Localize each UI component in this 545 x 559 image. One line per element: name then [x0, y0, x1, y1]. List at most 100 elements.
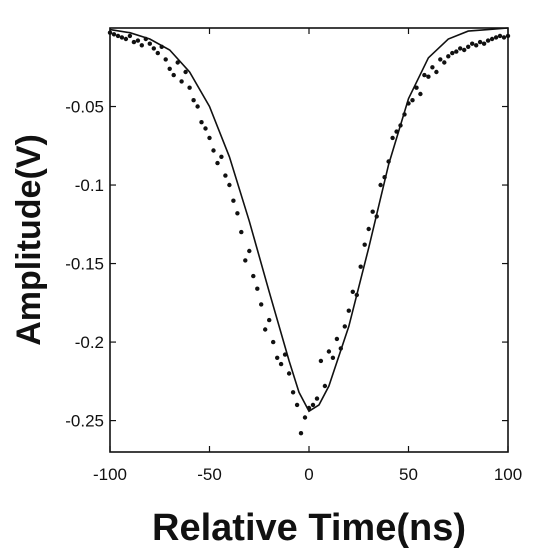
data-point	[227, 182, 232, 188]
x-tick-label: -100	[93, 465, 127, 484]
data-point	[493, 35, 499, 40]
data-point	[251, 273, 256, 279]
data-point	[135, 38, 141, 43]
data-point	[127, 33, 133, 39]
data-point	[402, 112, 407, 117]
data-point	[378, 182, 383, 188]
data-point	[131, 39, 137, 45]
data-point	[314, 396, 320, 401]
data-point	[298, 431, 304, 436]
x-tick-label: 100	[494, 465, 522, 484]
data-point	[497, 33, 503, 39]
data-point	[338, 346, 343, 351]
data-point	[231, 198, 236, 203]
data-point	[203, 126, 208, 131]
data-point	[330, 355, 336, 360]
data-point	[362, 242, 367, 247]
data-point	[398, 123, 403, 128]
data-point	[446, 54, 451, 59]
y-tick-label: -0.2	[75, 333, 104, 352]
data-point	[358, 264, 363, 269]
data-point	[450, 50, 455, 56]
data-point	[294, 402, 300, 408]
data-point	[346, 308, 351, 313]
data-point	[147, 41, 152, 46]
data-point	[477, 39, 483, 45]
data-point	[350, 289, 355, 294]
data-point	[278, 361, 284, 367]
data-point	[410, 98, 415, 103]
y-axis-label: Amplitude(V)	[10, 134, 48, 346]
data-point	[374, 214, 379, 219]
data-point	[139, 43, 144, 48]
data-point	[474, 43, 479, 48]
data-point	[286, 371, 292, 376]
data-point	[235, 211, 240, 216]
data-point	[366, 226, 371, 232]
data-point	[167, 66, 172, 72]
data-point	[255, 286, 260, 291]
data-point	[434, 69, 439, 75]
data-point	[271, 339, 276, 345]
data-point	[275, 355, 280, 360]
data-point	[123, 36, 129, 42]
y-tick-label: -0.1	[75, 176, 104, 195]
data-point	[155, 50, 160, 56]
data-point	[370, 209, 375, 214]
data-point	[159, 44, 164, 49]
data-point	[382, 175, 387, 180]
data-point	[199, 120, 204, 125]
x-tick-label: 0	[304, 465, 313, 484]
data-point	[394, 129, 399, 134]
x-tick-label: 50	[399, 465, 418, 484]
data-point	[318, 358, 324, 364]
data-point	[175, 60, 180, 65]
data-point	[406, 101, 411, 106]
data-point	[501, 35, 507, 40]
data-point	[310, 402, 316, 408]
data-point	[422, 72, 427, 78]
data-point	[163, 57, 168, 62]
data-point	[111, 32, 117, 37]
data-point	[326, 349, 332, 354]
data-point	[151, 46, 156, 51]
data-point	[466, 44, 471, 49]
data-point	[179, 79, 184, 84]
y-tick-label: -0.15	[65, 255, 104, 274]
data-point	[119, 35, 125, 40]
data-point	[462, 47, 467, 53]
data-point	[239, 229, 244, 235]
plot-area: -100 -50 0 50 100 -0.05 -0.1 -0.15 -0.2 -0.25	[65, 27, 522, 484]
data-point	[306, 405, 312, 411]
data-point	[267, 317, 272, 323]
data-point	[354, 292, 359, 298]
fit-curve	[109, 27, 509, 413]
data-point	[418, 91, 423, 97]
data-point	[171, 72, 176, 78]
data-point	[438, 57, 443, 62]
y-tick-label: -0.25	[65, 412, 104, 431]
data-point	[219, 154, 224, 159]
data-point	[442, 60, 447, 65]
data-point	[282, 352, 288, 357]
data-point	[489, 36, 495, 42]
data-point	[470, 41, 475, 46]
data-point	[195, 104, 200, 109]
data-point	[223, 173, 228, 178]
data-point	[342, 324, 347, 329]
data-point	[386, 159, 391, 164]
x-axis-label: Relative Time(ns)	[152, 507, 466, 549]
data-point	[107, 30, 113, 35]
data-point	[481, 41, 487, 46]
data-point	[247, 248, 252, 254]
data-point	[143, 36, 148, 42]
data-point	[454, 49, 459, 54]
y-tick-label: -0.05	[65, 98, 104, 117]
data-point	[426, 74, 431, 79]
data-point	[263, 327, 268, 332]
data-point	[390, 135, 395, 141]
data-point	[211, 148, 216, 153]
data-point	[302, 415, 308, 420]
data-point	[414, 85, 419, 90]
